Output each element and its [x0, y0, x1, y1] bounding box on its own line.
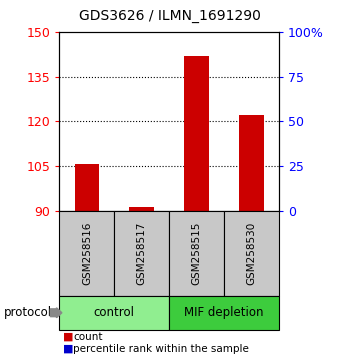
Bar: [130, 207, 154, 211]
Text: GSM258517: GSM258517: [137, 221, 147, 285]
Text: MIF depletion: MIF depletion: [184, 306, 264, 319]
Text: ■: ■: [63, 344, 73, 354]
Text: GSM258516: GSM258516: [82, 221, 92, 285]
Text: control: control: [94, 306, 135, 319]
Text: percentile rank within the sample: percentile rank within the sample: [73, 344, 249, 354]
Bar: [239, 115, 264, 211]
Text: protocol: protocol: [3, 306, 52, 319]
Bar: [184, 56, 209, 211]
Text: GSM258530: GSM258530: [246, 222, 256, 285]
Text: count: count: [73, 332, 103, 342]
Text: GDS3626 / ILMN_1691290: GDS3626 / ILMN_1691290: [79, 9, 261, 23]
Bar: [74, 165, 99, 211]
Text: ■: ■: [63, 332, 73, 342]
Text: GSM258515: GSM258515: [191, 221, 202, 285]
